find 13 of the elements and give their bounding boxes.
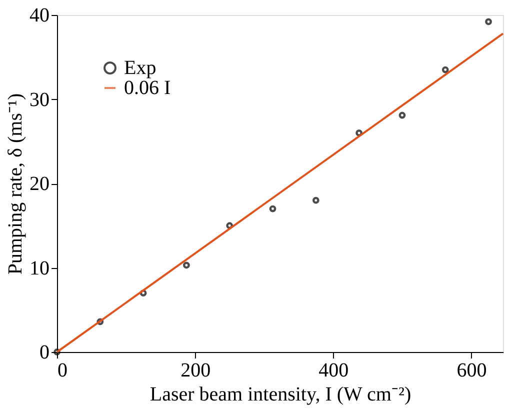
x-tick-label: 200 <box>180 360 211 382</box>
y-tick-label: 0 <box>40 342 50 364</box>
x-axis-title: Laser beam intensity, I (W cm⁻²) <box>150 384 412 406</box>
y-tick-label: 30 <box>30 88 50 111</box>
x-tick-label: 400 <box>318 360 349 382</box>
y-tick-label: 20 <box>30 173 50 195</box>
y-tick-label: 10 <box>30 257 50 280</box>
x-tick-label: 0 <box>58 360 68 382</box>
legend-label: 0.06 I <box>124 77 171 99</box>
x-tick-label: 600 <box>456 360 487 382</box>
y-tick-label: 40 <box>30 4 50 26</box>
legend-label: Exp <box>124 57 156 79</box>
y-axis-title: Pumping rate, δ (ms⁻¹) <box>4 93 26 275</box>
